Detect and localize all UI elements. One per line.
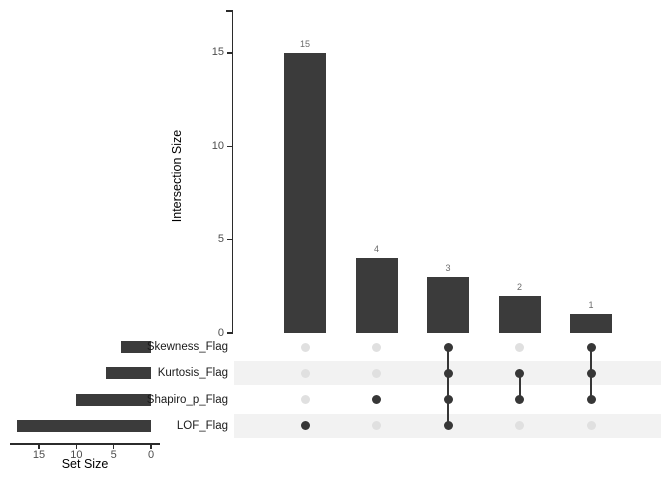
matrix-dot-inactive [515,421,524,431]
set-size-axis-title: Set Size [61,457,109,471]
intersection-bar [284,52,326,333]
set-label: Skewness_Flag [146,341,228,353]
intersection-axis-tick-label: 10 [211,139,224,152]
matrix-dot-active [515,368,524,378]
matrix-dot-inactive [372,421,381,431]
set-size-axis-tick-label: 10 [70,449,83,461]
matrix-dot-inactive [300,342,310,352]
matrix-connector [518,373,521,400]
intersection-bar [355,258,398,333]
matrix-dot-inactive [300,368,310,378]
intersection-axis-line [231,10,233,334]
matrix-dot-active [300,421,310,431]
intersection-bar-value: 15 [299,38,310,49]
set-size-axis-tick [75,444,78,449]
intersection-axis-tick [226,238,232,241]
matrix-connector [447,347,449,426]
intersection-axis-tick-label: 0 [217,326,224,339]
matrix-dot-active [443,342,453,352]
matrix-dot-inactive [515,342,524,352]
intersection-axis-top-tick [226,10,232,12]
set-size-axis-tick-label: 5 [110,449,117,461]
set-size-axis-tick-label: 15 [32,449,46,461]
intersection-bar-value: 1 [588,300,594,311]
set-size-axis-tick [38,444,40,449]
set-label: LOF_Flag [176,419,228,432]
matrix-dot-active [586,342,596,352]
intersection-axis-tick-label: 15 [211,46,224,59]
matrix-dot-active [443,395,453,405]
intersection-bar-value: 3 [445,262,451,273]
intersection-bar [570,314,612,333]
set-size-bar [106,367,151,380]
matrix-dot-active [586,395,596,405]
intersection-bar [427,276,469,333]
set-label: Kurtosis_Flag [157,367,228,380]
intersection-bar-value: 2 [516,281,522,292]
matrix-dot-active [372,395,381,405]
intersection-axis-tick [226,332,232,334]
matrix-dot-active [443,368,453,378]
set-size-axis-tick-label: 0 [147,449,155,461]
matrix-dot-inactive [372,342,381,352]
intersection-bar-value: 4 [373,244,379,255]
intersection-axis-tick [226,145,232,148]
matrix-dot-active [515,395,524,405]
set-size-axis-tick [112,444,115,449]
set-size-bar [16,419,151,432]
intersection-axis-tick-label: 5 [217,233,224,246]
intersection-axis-tick [226,52,232,54]
matrix-dot-inactive [586,421,596,431]
set-size-bar [121,341,151,353]
matrix-dot-inactive [300,395,310,405]
matrix-dot-active [586,368,596,378]
matrix-dot-inactive [372,368,381,378]
set-size-axis-line [10,443,160,445]
matrix-dot-active [443,421,453,431]
set-size-axis-tick [150,444,152,449]
set-label: Shapiro_p_Flag [146,393,228,406]
intersection-bar [498,295,541,333]
set-size-bar [76,393,151,406]
